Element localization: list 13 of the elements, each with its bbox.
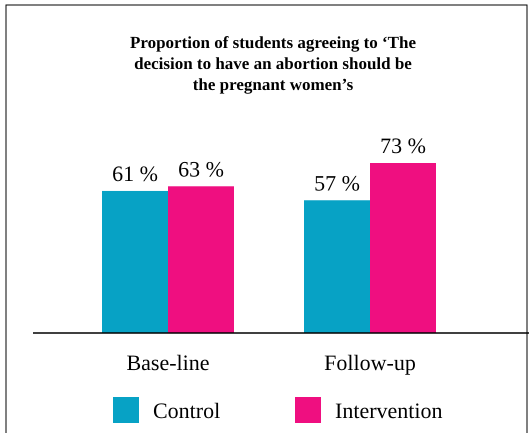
data-label: 73 % xyxy=(380,133,426,158)
chart-title: Proportion of students agreeing to ‘The decision to have an abortion should be the pregnant women’s xyxy=(130,33,416,94)
bar xyxy=(102,190,168,333)
bar xyxy=(168,186,234,333)
bar xyxy=(304,200,370,333)
data-label: 61 % xyxy=(112,160,158,186)
bar xyxy=(370,163,436,333)
legend-label: Intervention xyxy=(335,398,443,423)
data-label: 63 % xyxy=(178,156,224,182)
x-tick-label: Base-line xyxy=(126,350,210,375)
x-tick-label: Follow-up xyxy=(324,350,416,375)
data-label: 57 % xyxy=(314,170,360,196)
legend-label: Control xyxy=(153,398,220,423)
